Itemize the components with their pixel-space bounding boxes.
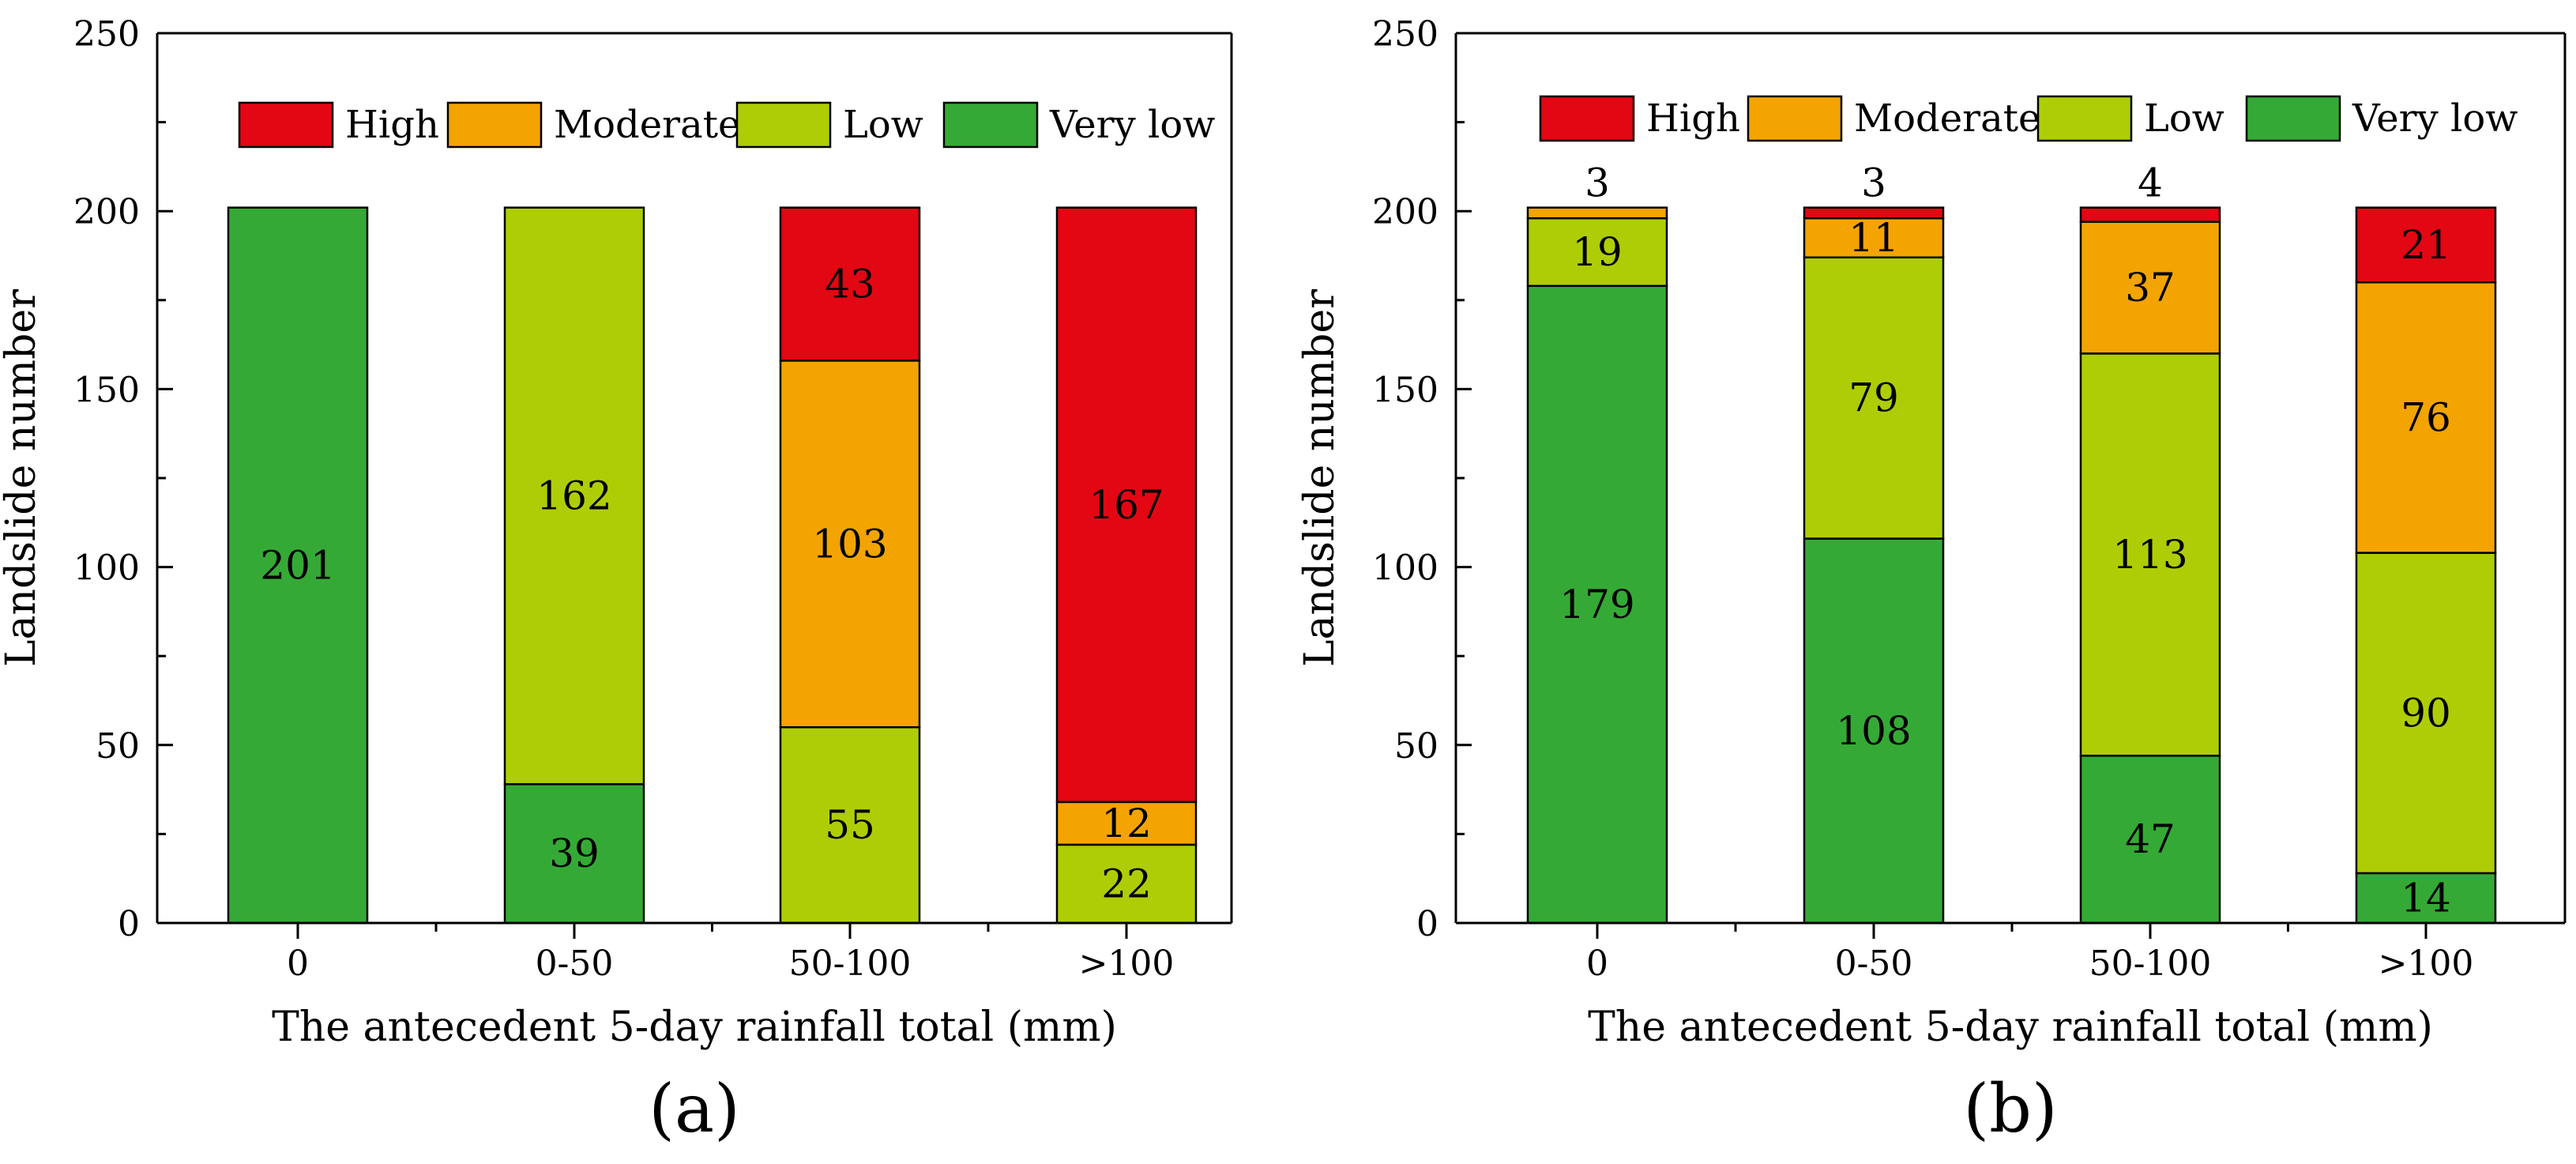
data-label: 19 xyxy=(1572,229,1623,275)
data-label: 11 xyxy=(1848,215,1899,261)
legend-swatch-moderate xyxy=(446,101,543,149)
legend-label: Low xyxy=(843,103,923,147)
bar-high xyxy=(2079,206,2221,223)
bar-moderate xyxy=(779,360,921,729)
data-label: 201 xyxy=(260,542,335,588)
data-label: 4 xyxy=(2138,160,2163,206)
legend-swatch-very-low xyxy=(2245,95,2341,142)
x-tick-label: 0-50 xyxy=(536,944,614,984)
data-label: 79 xyxy=(1848,375,1899,421)
data-label: 22 xyxy=(1101,861,1152,906)
panel-a: 201 39 162 55 103 43 22 12 167 0 50 100 150 200 250 0 0-… xyxy=(0,14,1233,1147)
legend-swatch-low xyxy=(735,101,832,149)
legend-swatch-high xyxy=(238,101,334,149)
bar-low xyxy=(503,206,645,785)
bar-very-low xyxy=(1803,537,1945,925)
bar-high xyxy=(1803,206,1945,220)
bar-high xyxy=(1055,206,1198,804)
legend-label: Very low xyxy=(2352,96,2518,141)
bar-low xyxy=(2079,352,2221,757)
legend-label: Low xyxy=(2144,96,2224,141)
panel-label: (a) xyxy=(649,1070,740,1147)
legend-swatch-low xyxy=(2036,95,2133,142)
data-label: 3 xyxy=(1585,160,1610,206)
bar-high xyxy=(2355,206,2497,284)
legend-label: High xyxy=(1646,96,1740,141)
legend-label: High xyxy=(345,103,439,147)
x-tick-label: 50-100 xyxy=(2089,944,2212,984)
legend-swatch-high xyxy=(1539,95,1635,142)
data-label: 103 xyxy=(812,521,887,567)
bar-low xyxy=(2355,552,2497,875)
panel-b: 1791931087911347113374149076210501001502… xyxy=(1296,14,2567,1147)
data-label: 47 xyxy=(2125,816,2175,862)
y-axis-label: Landslide number xyxy=(1296,289,1344,667)
x-tick-label: 0 xyxy=(287,944,309,984)
y-tick-label: 150 xyxy=(1372,370,1438,410)
y-tick-label: 250 xyxy=(73,14,140,55)
y-tick-label: 150 xyxy=(73,370,140,410)
x-tick-label: 50-100 xyxy=(789,944,912,984)
bar-moderate xyxy=(1526,206,1668,220)
x-axis-label: The antecedent 5-day rainfall total (mm) xyxy=(1588,1004,2433,1051)
y-tick-label: 200 xyxy=(73,192,140,232)
legend-label: Moderate xyxy=(554,103,740,147)
bar-high xyxy=(779,206,921,362)
bar-very-low xyxy=(503,783,645,925)
y-tick-label: 100 xyxy=(73,548,140,589)
panel-label: (b) xyxy=(1963,1070,2057,1147)
bar-very-low xyxy=(2079,755,2221,925)
data-label: 39 xyxy=(549,831,600,876)
legend-label: Moderate xyxy=(1854,96,2040,141)
data-label: 55 xyxy=(825,802,875,848)
legend-swatch-moderate xyxy=(1747,95,1843,142)
data-label: 108 xyxy=(1836,708,1911,754)
data-label: 3 xyxy=(1861,160,1886,206)
data-label: 12 xyxy=(1101,800,1152,846)
x-axis-label: The antecedent 5-day rainfall total (mm) xyxy=(272,1004,1117,1051)
data-label: 179 xyxy=(1559,582,1634,627)
y-tick-label: 50 xyxy=(96,726,140,767)
data-label: 14 xyxy=(2401,875,2451,921)
data-label: 113 xyxy=(2112,532,2187,578)
x-tick-label: >100 xyxy=(1079,944,1175,984)
y-tick-label: 250 xyxy=(1372,14,1438,55)
data-label: 21 xyxy=(2401,222,2451,268)
data-label: 90 xyxy=(2401,690,2451,736)
bar-very-low xyxy=(227,206,369,925)
x-tick-label: 0 xyxy=(1586,944,1608,984)
data-label: 76 xyxy=(2401,394,2451,440)
y-tick-label: 0 xyxy=(118,904,140,944)
data-label: 37 xyxy=(2125,265,2175,311)
legend-label: Very low xyxy=(1049,103,1215,147)
data-label: 162 xyxy=(536,473,611,519)
y-tick-label: 0 xyxy=(1416,904,1438,944)
bar-very-low xyxy=(1526,284,1668,925)
bar-moderate xyxy=(1803,217,1945,259)
y-tick-label: 50 xyxy=(1394,726,1438,767)
bar-moderate xyxy=(2355,281,2497,554)
data-label: 167 xyxy=(1089,482,1164,528)
bar-very-low xyxy=(2355,872,2497,925)
data-label: 43 xyxy=(825,262,875,307)
x-tick-label: >100 xyxy=(2379,944,2474,984)
bar-moderate xyxy=(2079,220,2221,355)
y-tick-label: 100 xyxy=(1372,548,1438,589)
y-axis-label: Landslide number xyxy=(0,289,45,667)
y-tick-label: 200 xyxy=(1372,192,1438,232)
bar-low xyxy=(1526,217,1668,288)
x-tick-label: 0-50 xyxy=(1835,944,1913,984)
bar-low xyxy=(779,726,921,925)
bar-moderate xyxy=(1055,800,1198,846)
bar-low xyxy=(1803,256,1945,540)
legend-swatch-very-low xyxy=(942,101,1039,149)
